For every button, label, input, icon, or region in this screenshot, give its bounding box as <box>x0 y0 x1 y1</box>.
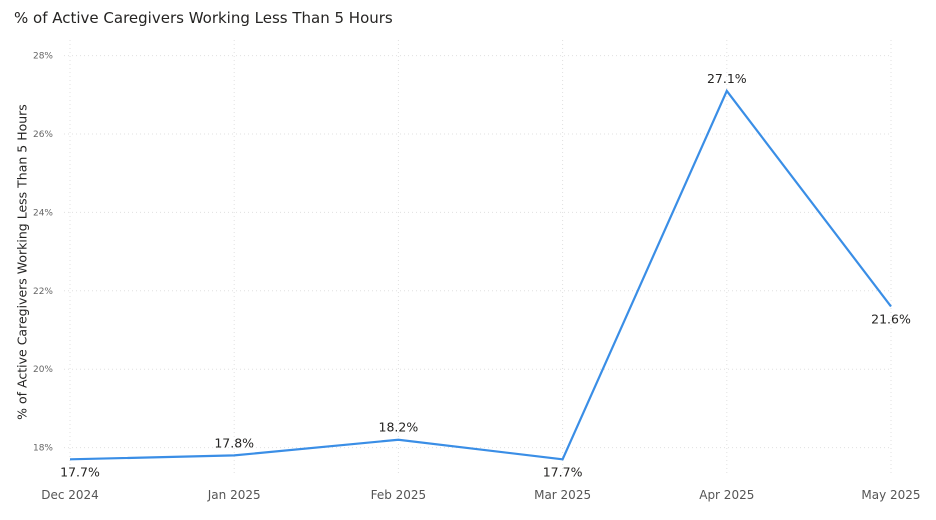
y-axis-ticks: 18% 20% 22% 24% 26% 28% <box>33 52 53 454</box>
x-axis-ticks: Dec 2024 Jan 2025 Feb 2025 Mar 2025 Apr 2025… <box>41 488 920 502</box>
data-point[interactable] <box>232 453 236 457</box>
gridlines <box>64 40 892 475</box>
data-label: 17.7% <box>60 464 100 479</box>
series-group <box>68 88 893 461</box>
data-point[interactable] <box>561 457 565 461</box>
data-point[interactable] <box>889 304 893 308</box>
y-tick-label: 28% <box>33 52 53 62</box>
y-tick-label: 18% <box>33 444 53 454</box>
data-label: 17.8% <box>214 435 254 450</box>
y-tick-label: 22% <box>33 287 53 297</box>
data-label: 27.1% <box>707 71 747 86</box>
data-point[interactable] <box>68 457 72 461</box>
y-tick-label: 24% <box>33 208 53 218</box>
data-label: 18.2% <box>379 420 419 435</box>
x-tick-label: Dec 2024 <box>41 488 99 502</box>
x-tick-label: May 2025 <box>861 488 920 502</box>
x-tick-label: Jan 2025 <box>207 488 261 502</box>
x-tick-label: Feb 2025 <box>371 488 427 502</box>
chart-title: % of Active Caregivers Working Less Than… <box>14 9 393 27</box>
data-label: 21.6% <box>871 311 911 326</box>
x-tick-label: Apr 2025 <box>699 488 754 502</box>
y-tick-label: 20% <box>33 365 53 375</box>
data-point[interactable] <box>396 438 400 442</box>
x-tick-label: Mar 2025 <box>534 488 591 502</box>
series-line <box>69 88 892 461</box>
data-labels: 17.7% 17.8% 18.2% 17.7% 27.1% 21.6% <box>60 71 911 479</box>
data-label: 17.7% <box>543 464 583 479</box>
data-point[interactable] <box>725 89 729 93</box>
y-tick-label: 26% <box>33 130 53 140</box>
